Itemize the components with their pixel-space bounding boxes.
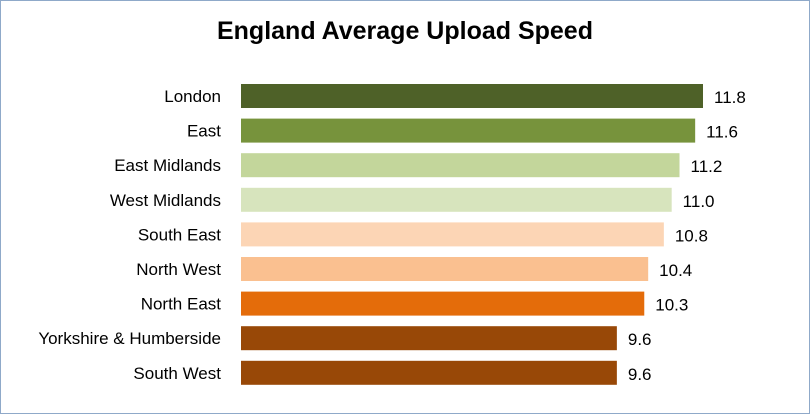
bar-east-midlands	[241, 153, 680, 178]
value-label: 11.2	[691, 157, 723, 176]
category-label: East	[187, 122, 221, 141]
bar-south-east	[241, 222, 664, 247]
bar-south-west	[241, 360, 617, 385]
bar-yorkshire-humberside	[241, 326, 617, 351]
category-label: South East	[138, 225, 221, 244]
bar-north-west	[241, 257, 649, 281]
value-label: 11.6	[706, 123, 738, 142]
chart-title: England Average Upload Speed	[216, 17, 593, 45]
value-label: 10.3	[655, 296, 688, 315]
category-label: London	[164, 87, 221, 106]
value-label: 9.6	[628, 365, 652, 384]
category-label: East Midlands	[114, 156, 221, 175]
value-label: 10.8	[675, 226, 708, 245]
value-label: 10.4	[659, 261, 692, 280]
value-label: 9.6	[628, 330, 652, 349]
bar-north-east	[241, 291, 645, 316]
value-label: 11.0	[683, 192, 715, 211]
bar-east	[241, 118, 696, 143]
value-label: 11.8	[714, 88, 746, 107]
category-label: North West	[136, 260, 221, 279]
bar-west-midlands	[241, 187, 672, 212]
category-label: West Midlands	[110, 191, 221, 210]
category-label: Yorkshire & Humberside	[38, 329, 221, 348]
category-label: South West	[133, 364, 221, 383]
bar-london	[241, 84, 703, 108]
category-label: North East	[141, 295, 222, 314]
